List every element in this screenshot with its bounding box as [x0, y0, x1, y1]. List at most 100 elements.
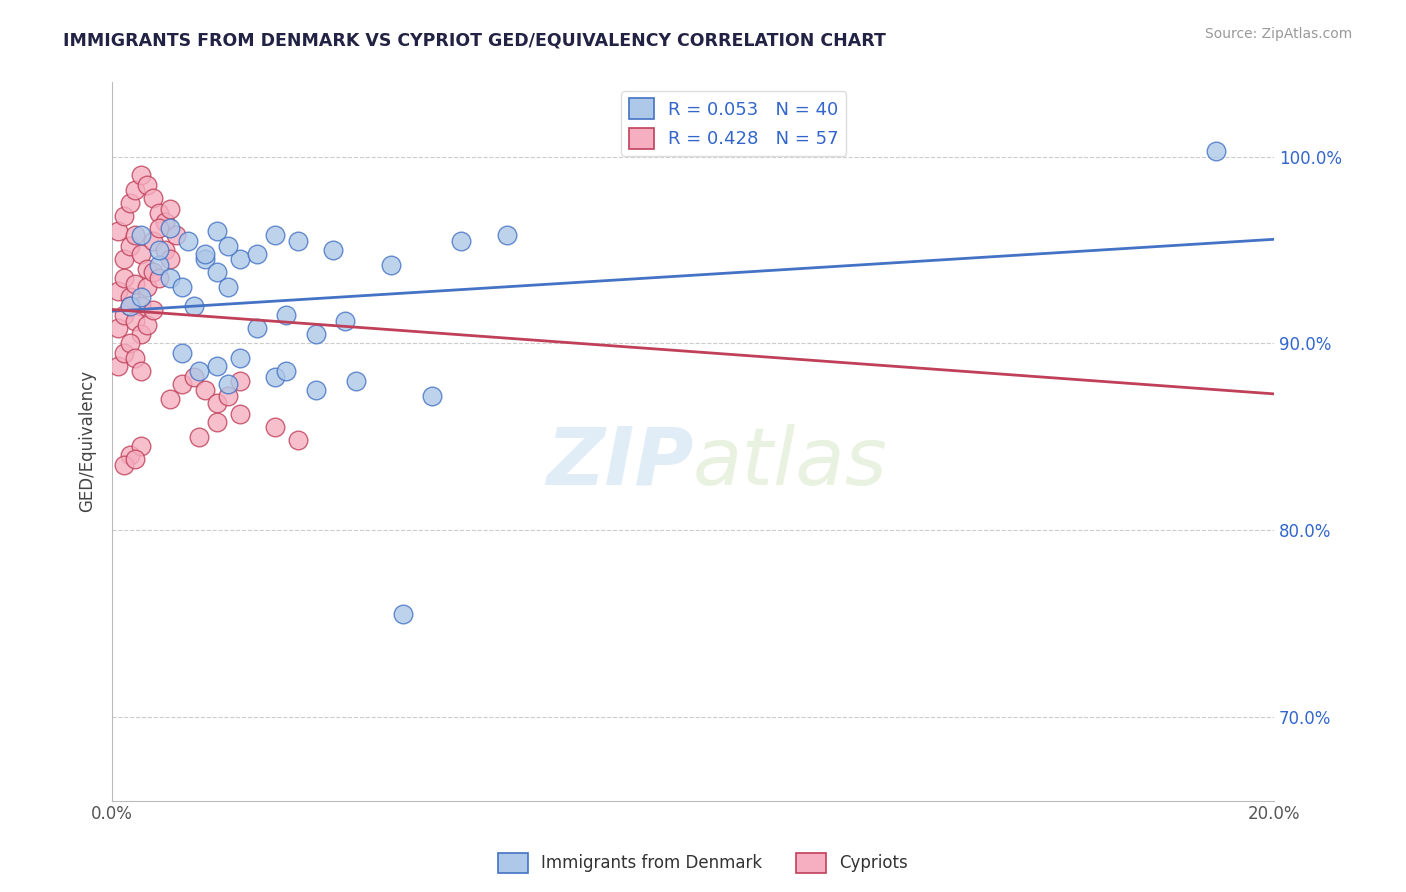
Point: [142, 191, 165, 205]
Point: [129, 364, 152, 378]
Point: [112, 458, 135, 472]
Legend: Immigrants from Denmark, Cypriots: Immigrants from Denmark, Cypriots: [491, 847, 915, 880]
Point: [264, 227, 287, 242]
Point: [165, 227, 187, 242]
Point: [112, 345, 135, 359]
Point: [142, 265, 165, 279]
Point: [229, 374, 252, 388]
Point: [205, 415, 228, 429]
Point: [205, 359, 228, 373]
Point: [142, 234, 165, 248]
Point: [124, 227, 146, 242]
Point: [304, 383, 326, 397]
Point: [118, 196, 141, 211]
Point: [148, 258, 170, 272]
Point: [170, 345, 193, 359]
Point: [391, 607, 413, 621]
Point: [276, 308, 298, 322]
Point: [107, 359, 129, 373]
Point: [264, 420, 287, 434]
Point: [194, 383, 217, 397]
Point: [1205, 144, 1227, 158]
Point: [159, 271, 181, 285]
Point: [148, 243, 170, 257]
Y-axis label: GED/Equivalency: GED/Equivalency: [79, 370, 96, 512]
Point: [217, 239, 239, 253]
Point: [112, 271, 135, 285]
Point: [124, 452, 146, 467]
Point: [287, 234, 309, 248]
Point: [142, 302, 165, 317]
Point: [118, 299, 141, 313]
Point: [183, 369, 205, 384]
Point: [159, 392, 181, 407]
Point: [344, 374, 367, 388]
Point: [450, 234, 472, 248]
Point: [333, 314, 356, 328]
Point: [205, 396, 228, 410]
Point: [129, 439, 152, 453]
Point: [229, 407, 252, 421]
Point: [496, 227, 519, 242]
Point: [129, 227, 152, 242]
Point: [188, 429, 211, 443]
Point: [124, 314, 146, 328]
Point: [153, 215, 176, 229]
Point: [107, 284, 129, 298]
Legend: R = 0.053   N = 40, R = 0.428   N = 57: R = 0.053 N = 40, R = 0.428 N = 57: [621, 91, 846, 156]
Point: [148, 271, 170, 285]
Text: atlas: atlas: [693, 424, 887, 502]
Point: [420, 388, 443, 402]
Point: [246, 321, 269, 335]
Point: [264, 369, 287, 384]
Point: [129, 326, 152, 341]
Point: [118, 239, 141, 253]
Point: [170, 377, 193, 392]
Point: [118, 336, 141, 351]
Point: [107, 224, 129, 238]
Point: [112, 252, 135, 267]
Point: [217, 280, 239, 294]
Point: [148, 220, 170, 235]
Point: [129, 289, 152, 303]
Point: [118, 289, 141, 303]
Point: [194, 252, 217, 267]
Point: [170, 280, 193, 294]
Point: [129, 299, 152, 313]
Point: [136, 178, 159, 192]
Point: [124, 277, 146, 291]
Point: [322, 243, 344, 257]
Point: [136, 261, 159, 276]
Point: [124, 183, 146, 197]
Point: [112, 308, 135, 322]
Point: [148, 205, 170, 219]
Point: [159, 202, 181, 216]
Point: [217, 377, 239, 392]
Point: [183, 299, 205, 313]
Point: [129, 168, 152, 182]
Text: ZIP: ZIP: [546, 424, 693, 502]
Point: [118, 448, 141, 462]
Point: [136, 280, 159, 294]
Point: [159, 252, 181, 267]
Point: [205, 265, 228, 279]
Point: [188, 364, 211, 378]
Point: [194, 246, 217, 260]
Point: [159, 220, 181, 235]
Point: [129, 246, 152, 260]
Point: [217, 388, 239, 402]
Point: [205, 224, 228, 238]
Point: [246, 246, 269, 260]
Point: [118, 299, 141, 313]
Point: [380, 258, 402, 272]
Text: Source: ZipAtlas.com: Source: ZipAtlas.com: [1205, 27, 1353, 41]
Point: [136, 318, 159, 332]
Point: [112, 209, 135, 223]
Point: [276, 364, 298, 378]
Point: [153, 243, 176, 257]
Point: [304, 326, 326, 341]
Point: [287, 434, 309, 448]
Text: IMMIGRANTS FROM DENMARK VS CYPRIOT GED/EQUIVALENCY CORRELATION CHART: IMMIGRANTS FROM DENMARK VS CYPRIOT GED/E…: [63, 31, 886, 49]
Point: [229, 351, 252, 366]
Point: [107, 321, 129, 335]
